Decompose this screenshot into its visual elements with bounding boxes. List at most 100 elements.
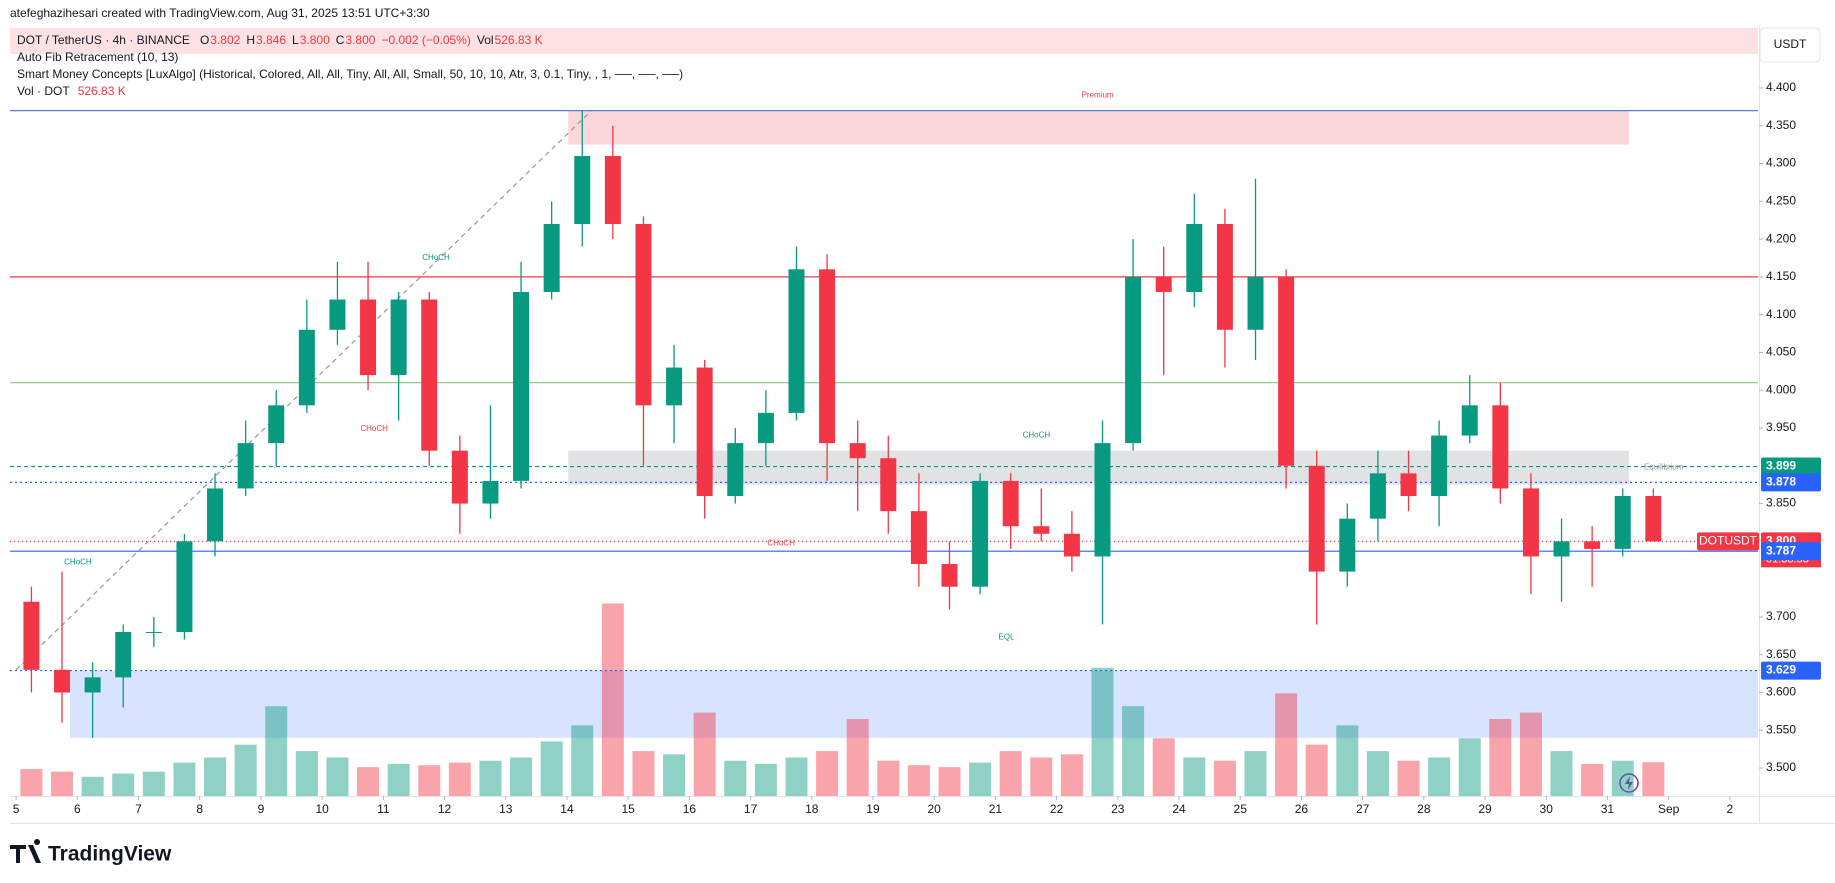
caption: atefeghazihesari created with TradingVie… bbox=[10, 6, 430, 20]
price-tag-label: 3.878 bbox=[1766, 475, 1796, 489]
volume-bar bbox=[816, 751, 839, 796]
candle-body bbox=[666, 367, 683, 406]
change: −0.002 (−0.05%) bbox=[381, 33, 470, 47]
volume-bar bbox=[601, 603, 624, 796]
candle-body bbox=[1278, 276, 1295, 466]
y-tick-label: 3.700 bbox=[1766, 609, 1796, 623]
volume-bar bbox=[1275, 693, 1298, 796]
volume-key: Vol bbox=[477, 33, 494, 47]
candle-body bbox=[145, 632, 162, 634]
volume-bar bbox=[693, 712, 716, 796]
candle-body bbox=[941, 564, 958, 587]
annotation: CHoCH bbox=[422, 253, 450, 262]
volume-bar bbox=[1213, 760, 1236, 796]
candle-body bbox=[727, 443, 744, 497]
x-tick-label: 29 bbox=[1478, 802, 1492, 816]
volume-bar bbox=[81, 776, 104, 796]
candle-body bbox=[1002, 480, 1019, 527]
candle-body bbox=[1094, 443, 1111, 557]
volume-bar bbox=[1091, 667, 1114, 796]
volume-bar bbox=[1122, 706, 1145, 796]
volume-bar bbox=[999, 751, 1022, 796]
volume-bar bbox=[357, 767, 380, 796]
candle-body bbox=[1461, 405, 1478, 436]
candle-body bbox=[1614, 496, 1631, 549]
candle-body bbox=[1063, 533, 1080, 557]
candle-body bbox=[329, 299, 346, 330]
volume-bar bbox=[1244, 751, 1267, 796]
volume-title: Vol · DOT bbox=[17, 84, 70, 98]
candle-body bbox=[1400, 473, 1417, 497]
y-tick-label: 4.350 bbox=[1766, 118, 1796, 132]
x-tick-label: 28 bbox=[1417, 802, 1431, 816]
volume-bar bbox=[938, 767, 961, 796]
candle-body bbox=[696, 367, 713, 497]
alert-icon[interactable] bbox=[1619, 773, 1639, 793]
volume-bar bbox=[1550, 751, 1573, 796]
volume-bar bbox=[571, 725, 594, 796]
x-tick-label: 23 bbox=[1111, 802, 1125, 816]
candle-body bbox=[23, 601, 40, 670]
y-tick-label: 3.650 bbox=[1766, 647, 1796, 661]
volume-bar bbox=[20, 769, 43, 796]
candle-body bbox=[1339, 518, 1356, 572]
volume-bar bbox=[1336, 725, 1359, 796]
volume-bar bbox=[1397, 760, 1420, 796]
volume-bar bbox=[540, 741, 563, 796]
volume-bar bbox=[1489, 719, 1512, 796]
candle-body bbox=[1584, 541, 1601, 549]
volume-bar bbox=[877, 760, 900, 796]
candle-body bbox=[604, 155, 621, 224]
volume-bar bbox=[295, 751, 318, 796]
candle-body bbox=[1522, 488, 1539, 557]
volume-value: 526.83 K bbox=[495, 33, 543, 47]
candle-body bbox=[84, 677, 101, 693]
candle-body bbox=[207, 488, 224, 542]
candle-body bbox=[1492, 405, 1509, 489]
candle-body bbox=[1247, 276, 1264, 330]
volume-bar bbox=[846, 719, 869, 796]
x-tick-label: 19 bbox=[866, 802, 880, 816]
volume-bar bbox=[969, 762, 992, 796]
volume-bar bbox=[724, 760, 747, 796]
x-tick-label: 7 bbox=[135, 802, 142, 816]
volume-bar bbox=[326, 757, 349, 796]
y-tick-label: 4.050 bbox=[1766, 345, 1796, 359]
candle-body bbox=[54, 669, 71, 693]
volume-bar bbox=[234, 744, 257, 796]
volume-bar bbox=[1030, 757, 1053, 796]
candle-body bbox=[543, 223, 560, 292]
candle-body bbox=[360, 299, 377, 376]
ohlc-value: 3.800 bbox=[345, 33, 375, 47]
brand-logo bbox=[10, 839, 41, 863]
candle-body bbox=[849, 443, 866, 459]
y-tick-label: 4.150 bbox=[1766, 269, 1796, 283]
x-tick-label: 9 bbox=[258, 802, 265, 816]
candle-body bbox=[788, 269, 805, 413]
price-tag bbox=[1761, 542, 1821, 561]
candle-body bbox=[1186, 223, 1203, 292]
ohlc-value: 3.800 bbox=[300, 33, 330, 47]
currency[interactable]: USDT bbox=[1774, 37, 1807, 51]
candle-body bbox=[482, 480, 499, 504]
candle-body bbox=[635, 223, 652, 406]
volume-bar bbox=[632, 751, 655, 796]
ohlc-key: C bbox=[336, 33, 345, 47]
y-tick-label: 3.550 bbox=[1766, 722, 1796, 736]
x-tick-label: 14 bbox=[560, 802, 574, 816]
volume-bar bbox=[754, 763, 777, 796]
volume-bar bbox=[1366, 751, 1389, 796]
volume-bar bbox=[204, 757, 227, 796]
volume-bar bbox=[265, 706, 288, 796]
x-tick-label: 2 bbox=[1727, 802, 1734, 816]
x-tick-label: 16 bbox=[683, 802, 697, 816]
candle-body bbox=[910, 511, 927, 565]
indicator-label: Auto Fib Retracement (10, 13) bbox=[17, 50, 178, 64]
volume-bar bbox=[51, 771, 74, 796]
volume-bar bbox=[479, 760, 502, 796]
y-tick-label: 4.100 bbox=[1766, 307, 1796, 321]
y-tick-label: 4.400 bbox=[1766, 80, 1796, 94]
candle-body bbox=[757, 412, 774, 444]
annotation: CHoCH bbox=[767, 539, 795, 548]
volume-bar bbox=[663, 754, 686, 796]
